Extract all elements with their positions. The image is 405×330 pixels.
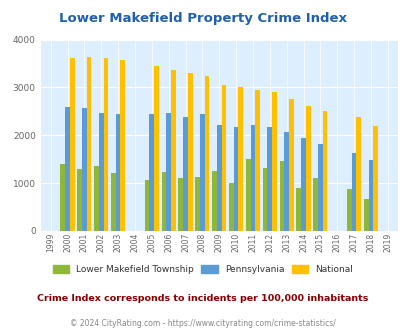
Bar xyxy=(267,127,271,231)
Bar xyxy=(94,166,99,231)
Bar xyxy=(296,188,301,231)
Text: © 2024 CityRating.com - https://www.cityrating.com/crime-statistics/: © 2024 CityRating.com - https://www.city… xyxy=(70,319,335,328)
Bar xyxy=(322,111,326,231)
Bar xyxy=(70,58,75,231)
Bar xyxy=(99,113,103,231)
Bar xyxy=(154,66,158,231)
Bar xyxy=(120,60,125,231)
Bar xyxy=(372,126,377,231)
Bar xyxy=(284,132,288,231)
Bar xyxy=(351,153,356,231)
Bar xyxy=(65,107,70,231)
Bar xyxy=(271,92,276,231)
Bar xyxy=(87,57,91,231)
Bar xyxy=(228,183,233,231)
Bar xyxy=(221,84,226,231)
Bar xyxy=(145,180,149,231)
Bar xyxy=(200,114,204,231)
Bar xyxy=(103,58,108,231)
Bar xyxy=(212,171,216,231)
Bar xyxy=(301,138,305,231)
Bar xyxy=(216,125,221,231)
Text: Crime Index corresponds to incidents per 100,000 inhabitants: Crime Index corresponds to incidents per… xyxy=(37,294,368,303)
Bar xyxy=(317,144,322,231)
Bar xyxy=(279,161,283,231)
Bar xyxy=(77,169,82,231)
Bar xyxy=(233,127,238,231)
Bar xyxy=(245,159,250,231)
Bar xyxy=(204,77,209,231)
Bar xyxy=(363,199,368,231)
Bar xyxy=(183,116,188,231)
Bar xyxy=(368,160,372,231)
Bar xyxy=(288,99,293,231)
Bar xyxy=(171,70,175,231)
Bar xyxy=(356,117,360,231)
Bar xyxy=(82,108,87,231)
Bar xyxy=(313,178,317,231)
Bar xyxy=(195,177,200,231)
Text: Lower Makefield Property Crime Index: Lower Makefield Property Crime Index xyxy=(59,12,346,24)
Bar xyxy=(111,173,115,231)
Bar xyxy=(255,90,259,231)
Bar xyxy=(161,172,166,231)
Bar xyxy=(305,106,310,231)
Bar xyxy=(262,168,267,231)
Bar xyxy=(166,113,171,231)
Legend: Lower Makefield Township, Pennsylvania, National: Lower Makefield Township, Pennsylvania, … xyxy=(53,265,352,274)
Bar xyxy=(178,178,183,231)
Bar xyxy=(346,189,351,231)
Bar xyxy=(115,114,120,231)
Bar xyxy=(60,164,65,231)
Bar xyxy=(238,87,243,231)
Bar xyxy=(149,114,154,231)
Bar xyxy=(188,73,192,231)
Bar xyxy=(250,125,255,231)
